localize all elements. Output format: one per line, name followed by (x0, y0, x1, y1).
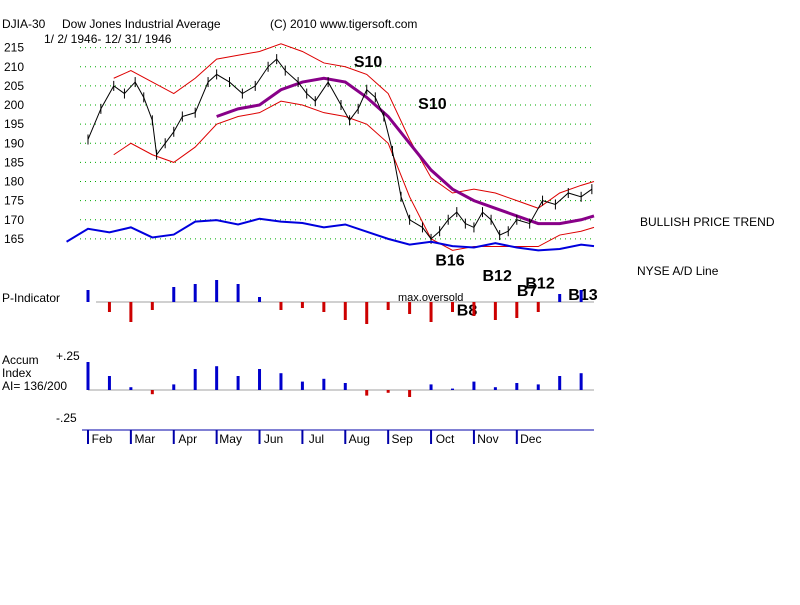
accum-title-line2: Index (2, 366, 31, 380)
lower-band-line (113, 100, 595, 251)
x-tick-label: Apr (178, 432, 197, 446)
copyright-label: (C) 2010 www.tigersoft.com (270, 17, 417, 31)
signal-annotation: S10 (354, 54, 383, 71)
y-tick-label: 175 (4, 194, 24, 208)
y-tick-label: 180 (4, 175, 24, 189)
upper-band-line (113, 43, 595, 209)
y-tick-label: 170 (4, 213, 24, 227)
x-tick-label: Oct (436, 432, 455, 446)
y-tick-label: 210 (4, 60, 24, 74)
right-label-ad: NYSE A/D Line (637, 264, 719, 278)
x-tick-label: Mar (135, 432, 156, 446)
y-tick-label: 215 (4, 41, 24, 55)
accum-title-line1: Accum (2, 353, 39, 367)
accum-ai-label: AI= 136/200 (2, 379, 67, 393)
y-tick-label: 190 (4, 136, 24, 150)
signal-annotation: B8 (457, 302, 478, 319)
y-tick-label: 185 (4, 155, 24, 169)
grid-layer (80, 47, 594, 240)
x-tick-label: Dec (520, 432, 541, 446)
date-range-label: 1/ 2/ 1946- 12/ 31/ 1946 (44, 32, 172, 46)
y-tick-label: 165 (4, 232, 24, 246)
x-tick-label: Sep (391, 432, 413, 446)
signal-annotation: B12 (525, 276, 554, 293)
ticker-label: DJIA-30 (2, 17, 46, 31)
moving-average-line (216, 76, 595, 226)
x-tick-label: Jul (309, 432, 324, 446)
y-tick-label: 200 (4, 98, 24, 112)
signal-annotation: B7 (517, 283, 538, 300)
signal-annotation: B16 (435, 253, 464, 270)
ad-line (66, 217, 595, 252)
p-indicator-title: P-Indicator (2, 291, 60, 305)
x-tick-label: Feb (92, 432, 113, 446)
x-tick-label: May (219, 432, 242, 446)
accum-ytick-bottom: -.25 (56, 411, 77, 425)
axis-layer: 165 170 175 180 185 190 195 200 205 210 215 Feb Mar A… (4, 41, 594, 446)
accum-index-layer (86, 362, 594, 397)
x-tick-label: Jun (264, 432, 283, 446)
index-name: Dow Jones Industrial Average (62, 17, 221, 31)
signal-annotation: B12 (483, 268, 512, 285)
y-tick-label: 195 (4, 117, 24, 131)
max-oversold-label: max.oversold (398, 292, 463, 304)
y-tick-label: 205 (4, 79, 24, 93)
signal-annotation: S10 (418, 96, 447, 113)
x-tick-label: Nov (477, 432, 498, 446)
right-label-trend: BULLISH PRICE TREND (640, 215, 775, 229)
x-tick-label: Aug (349, 432, 370, 446)
signal-annotation: B13 (568, 287, 597, 304)
accum-ytick-top: +.25 (56, 349, 80, 363)
price-line (87, 58, 593, 240)
p-indicator-layer (86, 280, 594, 324)
